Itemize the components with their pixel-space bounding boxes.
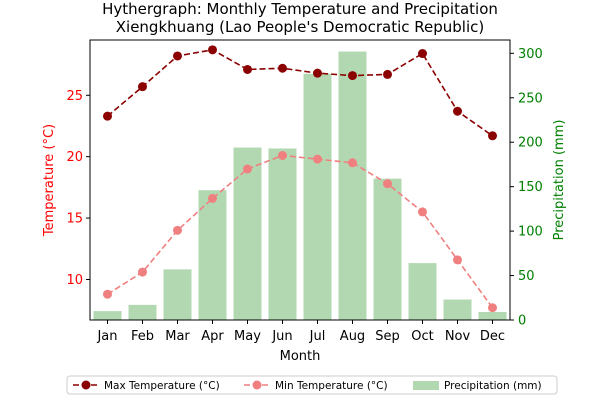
legend-marker xyxy=(81,380,91,390)
precipitation-bar-aug xyxy=(338,51,367,321)
precipitation-bar-jul xyxy=(303,73,332,321)
x-tick-label: Jan xyxy=(96,329,117,344)
y-right-tick-label: 150 xyxy=(518,180,543,195)
max-temperature-line xyxy=(106,48,493,137)
min-temperature-point-feb xyxy=(138,267,147,277)
y-axis-left: 10 15 20 25 xyxy=(66,89,90,288)
y-right-tick-label: 0 xyxy=(518,314,526,329)
min-temperature-point-may xyxy=(243,164,252,174)
x-tick-label: Jul xyxy=(309,329,326,344)
precipitation-bar-apr xyxy=(198,190,227,320)
legend-label: Max Temperature (°C) xyxy=(104,380,220,392)
max-temperature-point-jan xyxy=(103,111,112,121)
min-temperature-point-sep xyxy=(383,179,392,189)
x-tick-label: Jun xyxy=(271,329,292,344)
x-tick-label: Nov xyxy=(445,329,471,344)
x-tick-label: Mar xyxy=(165,329,190,344)
min-temperature-point-aug xyxy=(348,158,357,168)
max-temperature-point-jun xyxy=(278,63,287,73)
precipitation-bar-nov xyxy=(443,299,472,320)
x-tick-label: Sep xyxy=(375,329,400,344)
legend-label: Precipitation (mm) xyxy=(444,380,542,392)
precipitation-bar-jan xyxy=(93,311,122,320)
x-tick-label: Apr xyxy=(201,329,224,344)
precipitation-bar-jun xyxy=(268,148,297,320)
plot-frame xyxy=(89,39,511,321)
min-temperature-point-dec xyxy=(488,303,497,313)
x-tick-label: Dec xyxy=(480,329,505,344)
y-left-tick-label: 25 xyxy=(66,89,83,104)
y-axis-right-label: Precipitation (mm) xyxy=(552,120,567,241)
legend: Max Temperature (°C) Min Temperature (°C)… xyxy=(66,375,558,395)
y-left-tick-label: 20 xyxy=(66,150,83,165)
min-temperature-point-oct xyxy=(418,207,427,217)
legend-item: Min Temperature (°C) xyxy=(244,380,388,392)
precipitation-bars xyxy=(93,51,507,321)
legend-marker xyxy=(252,380,262,390)
y-right-tick-label: 250 xyxy=(518,91,543,106)
y-axis-right: 0 50 100 150 200 250 300 xyxy=(510,47,543,329)
min-temperature-point-nov xyxy=(453,255,462,265)
y-left-tick-label: 15 xyxy=(66,212,83,227)
precipitation-bar-feb xyxy=(128,304,157,320)
x-tick-label: Feb xyxy=(131,329,154,344)
legend-bar-swatch xyxy=(413,381,439,390)
x-tick-label: Oct xyxy=(411,329,433,344)
max-temperature-point-may xyxy=(243,64,252,74)
y-axis-left-label: Temperature (°C) xyxy=(42,124,57,237)
legend-label: Min Temperature (°C) xyxy=(275,380,388,392)
max-temperature-point-sep xyxy=(383,69,392,79)
max-temperature-point-apr xyxy=(208,45,217,55)
x-axis: Jan Feb Mar Apr May Jun Jul Aug Sep Oct Nov Dec xyxy=(96,320,505,344)
min-temperature-point-jul xyxy=(313,154,322,164)
legend-item: Max Temperature (°C) xyxy=(73,380,220,392)
precipitation-bar-mar xyxy=(163,269,192,320)
x-axis-label: Month xyxy=(280,349,321,364)
y-right-tick-label: 50 xyxy=(518,269,535,284)
precipitation-bar-sep xyxy=(373,178,402,320)
legend-item: Precipitation (mm) xyxy=(413,380,542,392)
max-temperature-point-dec xyxy=(488,131,497,141)
precipitation-bar-oct xyxy=(408,263,437,320)
max-temperature-point-aug xyxy=(348,71,357,81)
min-temperature-point-mar xyxy=(173,225,182,235)
max-temperature-point-jul xyxy=(313,68,322,78)
precipitation-bar-dec xyxy=(478,312,507,320)
y-right-tick-label: 200 xyxy=(518,136,543,151)
chart-title-line2: Xiengkhuang (Lao People's Democratic Rep… xyxy=(116,18,484,36)
max-temperature-point-mar xyxy=(173,51,182,61)
min-temperature-line xyxy=(107,154,494,309)
y-right-tick-label: 300 xyxy=(518,47,543,62)
y-left-tick-label: 10 xyxy=(66,273,83,288)
precipitation-bar-may xyxy=(233,147,262,320)
min-temperature-point-jun xyxy=(278,150,287,160)
chart-title-line1: Hythergraph: Monthly Temperature and Pre… xyxy=(102,0,498,18)
max-temperature-point-oct xyxy=(418,49,427,59)
x-tick-label: Aug xyxy=(340,329,365,344)
max-temperature-point-feb xyxy=(138,82,147,92)
min-temperature-point-apr xyxy=(208,193,217,203)
max-temperature-point-nov xyxy=(453,106,462,116)
y-right-tick-label: 100 xyxy=(518,225,543,240)
x-tick-label: May xyxy=(234,329,261,344)
min-temperature-point-jan xyxy=(103,289,112,299)
temperature-lines xyxy=(103,45,497,313)
